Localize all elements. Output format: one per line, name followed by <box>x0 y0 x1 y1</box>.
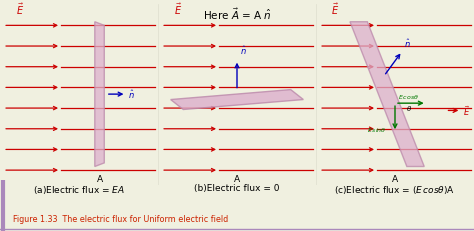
Text: $\hat{n}$: $\hat{n}$ <box>404 38 411 50</box>
Text: $E\,sin\theta$: $E\,sin\theta$ <box>366 125 386 133</box>
Polygon shape <box>95 23 104 167</box>
Polygon shape <box>350 23 424 167</box>
Text: $\vec{E}$: $\vec{E}$ <box>463 104 470 118</box>
Text: $\vec{E}$: $\vec{E}$ <box>174 2 182 17</box>
Text: $E\,cos\theta$: $E\,cos\theta$ <box>398 93 419 101</box>
Text: A: A <box>97 174 102 183</box>
Text: $\vec{E}$: $\vec{E}$ <box>331 2 339 17</box>
Text: A: A <box>234 174 240 183</box>
Text: $\hat{n}$: $\hat{n}$ <box>240 44 247 57</box>
Text: Here $\vec{A}$ = A $\hat{n}$: Here $\vec{A}$ = A $\hat{n}$ <box>202 6 272 22</box>
Text: A: A <box>392 174 398 183</box>
Polygon shape <box>171 90 303 110</box>
Text: (a)Electric flux = $EA$: (a)Electric flux = $EA$ <box>33 183 125 195</box>
Text: (c)Electric flux = $(E\,cos\theta)$A: (c)Electric flux = $(E\,cos\theta)$A <box>335 183 456 195</box>
Text: $\vec{E}$: $\vec{E}$ <box>17 2 25 17</box>
Text: $\theta$: $\theta$ <box>406 104 412 113</box>
Text: Figure 1.33  The electric flux for Uniform electric field: Figure 1.33 The electric flux for Unifor… <box>13 214 228 223</box>
Text: (b)Electric flux = 0: (b)Electric flux = 0 <box>194 183 280 192</box>
Text: $\hat{n}$: $\hat{n}$ <box>128 88 135 101</box>
